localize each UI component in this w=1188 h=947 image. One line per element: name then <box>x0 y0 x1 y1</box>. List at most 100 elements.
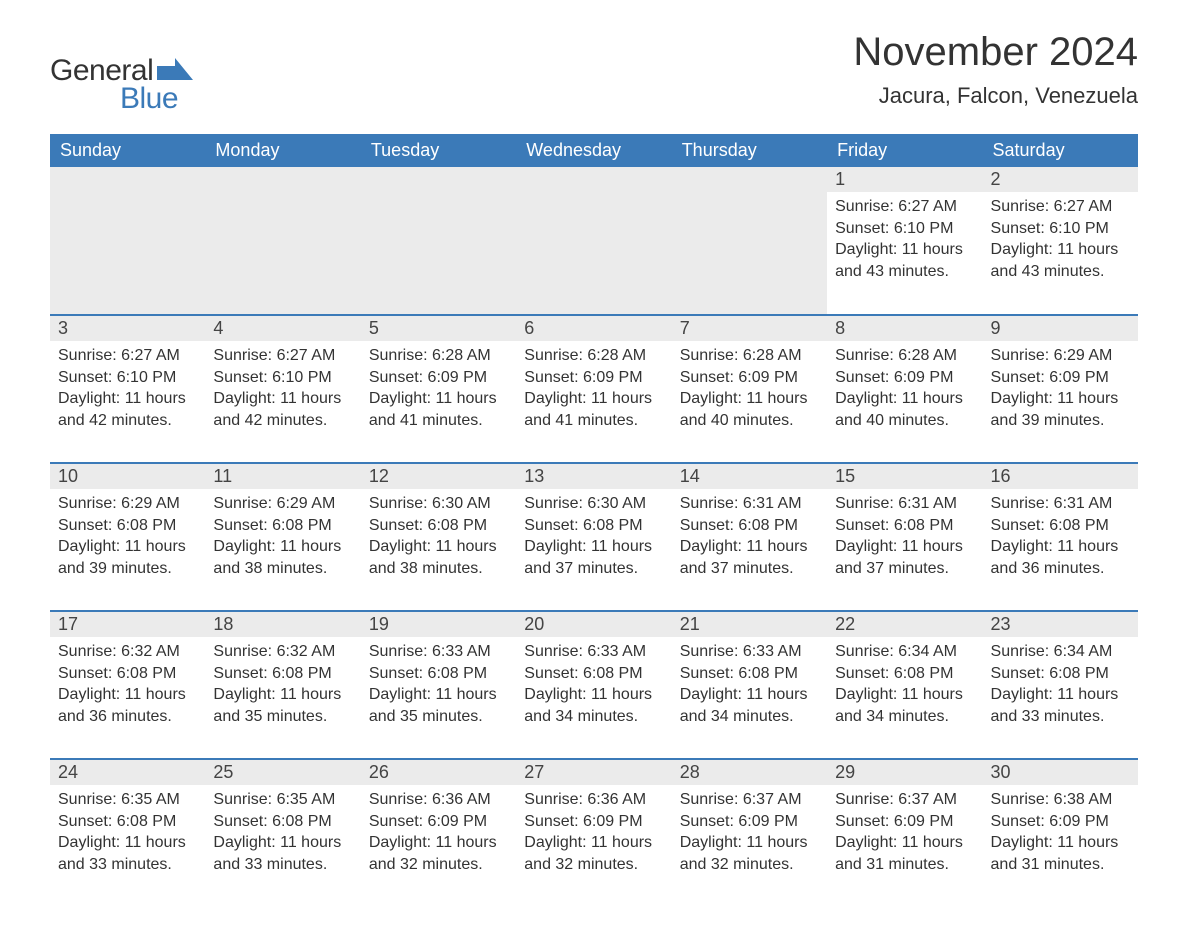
daylight-line: Daylight: 11 hours and 36 minutes. <box>58 684 197 727</box>
sunset-line: Sunset: 6:10 PM <box>835 218 974 240</box>
calendar-week-row: 1Sunrise: 6:27 AMSunset: 6:10 PMDaylight… <box>50 167 1138 315</box>
weekday-header: Tuesday <box>361 134 516 167</box>
daylight-line: Daylight: 11 hours and 33 minutes. <box>991 684 1130 727</box>
sunset-line: Sunset: 6:09 PM <box>369 811 508 833</box>
calendar-day-cell: 16Sunrise: 6:31 AMSunset: 6:08 PMDayligh… <box>983 463 1138 611</box>
calendar-week-row: 10Sunrise: 6:29 AMSunset: 6:08 PMDayligh… <box>50 463 1138 611</box>
daylight-line: Daylight: 11 hours and 41 minutes. <box>369 388 508 431</box>
sunrise-line: Sunrise: 6:33 AM <box>524 641 663 663</box>
daylight-line: Daylight: 11 hours and 33 minutes. <box>58 832 197 875</box>
calendar-day-cell: 21Sunrise: 6:33 AMSunset: 6:08 PMDayligh… <box>672 611 827 759</box>
day-number: 23 <box>983 612 1138 637</box>
daylight-line: Daylight: 11 hours and 32 minutes. <box>524 832 663 875</box>
weekday-header: Friday <box>827 134 982 167</box>
sunset-line: Sunset: 6:10 PM <box>213 367 352 389</box>
sunrise-line: Sunrise: 6:30 AM <box>524 493 663 515</box>
daylight-line: Daylight: 11 hours and 35 minutes. <box>213 684 352 727</box>
sunset-line: Sunset: 6:08 PM <box>991 663 1130 685</box>
daylight-line: Daylight: 11 hours and 39 minutes. <box>58 536 197 579</box>
day-details: Sunrise: 6:31 AMSunset: 6:08 PMDaylight:… <box>827 489 982 587</box>
calendar-day-cell: 30Sunrise: 6:38 AMSunset: 6:09 PMDayligh… <box>983 759 1138 907</box>
calendar-day-cell: 7Sunrise: 6:28 AMSunset: 6:09 PMDaylight… <box>672 315 827 463</box>
day-number: 3 <box>50 316 205 341</box>
sunrise-line: Sunrise: 6:29 AM <box>58 493 197 515</box>
weekday-header: Monday <box>205 134 360 167</box>
day-details: Sunrise: 6:35 AMSunset: 6:08 PMDaylight:… <box>50 785 205 883</box>
day-number: 6 <box>516 316 671 341</box>
sunrise-line: Sunrise: 6:31 AM <box>835 493 974 515</box>
calendar-day-cell <box>672 167 827 315</box>
day-details: Sunrise: 6:31 AMSunset: 6:08 PMDaylight:… <box>672 489 827 587</box>
sunset-line: Sunset: 6:09 PM <box>835 811 974 833</box>
daylight-line: Daylight: 11 hours and 37 minutes. <box>680 536 819 579</box>
daylight-line: Daylight: 11 hours and 40 minutes. <box>680 388 819 431</box>
day-details: Sunrise: 6:33 AMSunset: 6:08 PMDaylight:… <box>672 637 827 735</box>
calendar-day-cell: 20Sunrise: 6:33 AMSunset: 6:08 PMDayligh… <box>516 611 671 759</box>
sunrise-line: Sunrise: 6:37 AM <box>680 789 819 811</box>
day-details: Sunrise: 6:33 AMSunset: 6:08 PMDaylight:… <box>516 637 671 735</box>
daylight-line: Daylight: 11 hours and 41 minutes. <box>524 388 663 431</box>
daylight-line: Daylight: 11 hours and 38 minutes. <box>213 536 352 579</box>
daylight-line: Daylight: 11 hours and 43 minutes. <box>835 239 974 282</box>
sunset-line: Sunset: 6:08 PM <box>213 663 352 685</box>
calendar-day-cell: 1Sunrise: 6:27 AMSunset: 6:10 PMDaylight… <box>827 167 982 315</box>
sunrise-line: Sunrise: 6:34 AM <box>835 641 974 663</box>
sunrise-line: Sunrise: 6:33 AM <box>369 641 508 663</box>
day-details: Sunrise: 6:27 AMSunset: 6:10 PMDaylight:… <box>50 341 205 439</box>
calendar-day-cell: 15Sunrise: 6:31 AMSunset: 6:08 PMDayligh… <box>827 463 982 611</box>
sunset-line: Sunset: 6:08 PM <box>213 515 352 537</box>
day-number: 30 <box>983 760 1138 785</box>
sunrise-line: Sunrise: 6:29 AM <box>213 493 352 515</box>
day-number: 19 <box>361 612 516 637</box>
sunset-line: Sunset: 6:10 PM <box>991 218 1130 240</box>
sunrise-line: Sunrise: 6:27 AM <box>991 196 1130 218</box>
day-number: 20 <box>516 612 671 637</box>
calendar-day-cell: 9Sunrise: 6:29 AMSunset: 6:09 PMDaylight… <box>983 315 1138 463</box>
calendar-day-cell: 18 Sunrise: 6:32 AMSunset: 6:08 PMDayligh… <box>205 611 360 759</box>
daylight-line: Daylight: 11 hours and 36 minutes. <box>991 536 1130 579</box>
sunrise-line: Sunrise: 6:27 AM <box>213 345 352 367</box>
calendar-day-cell <box>205 167 360 315</box>
day-number: 11 <box>205 464 360 489</box>
day-number: 25 <box>205 760 360 785</box>
day-details: Sunrise: 6:27 AMSunset: 6:10 PMDaylight:… <box>205 341 360 439</box>
day-details: Sunrise: 6:33 AMSunset: 6:08 PMDaylight:… <box>361 637 516 735</box>
sunrise-line: Sunrise: 6:28 AM <box>369 345 508 367</box>
title-block: November 2024 Jacura, Falcon, Venezuela <box>853 30 1138 109</box>
calendar-day-cell <box>361 167 516 315</box>
day-number: 24 <box>50 760 205 785</box>
day-number: 2 <box>983 167 1138 192</box>
day-details: Sunrise: 6:28 AMSunset: 6:09 PMDaylight:… <box>672 341 827 439</box>
month-title: November 2024 <box>853 30 1138 75</box>
calendar-day-cell: 11Sunrise: 6:29 AMSunset: 6:08 PMDayligh… <box>205 463 360 611</box>
day-number: 17 <box>50 612 205 637</box>
sunset-line: Sunset: 6:08 PM <box>369 515 508 537</box>
sunset-line: Sunset: 6:09 PM <box>524 811 663 833</box>
calendar-week-row: 24Sunrise: 6:35 AMSunset: 6:08 PMDayligh… <box>50 759 1138 907</box>
location-subtitle: Jacura, Falcon, Venezuela <box>853 83 1138 109</box>
sunset-line: Sunset: 6:10 PM <box>58 367 197 389</box>
day-details: Sunrise: 6:30 AMSunset: 6:08 PMDaylight:… <box>361 489 516 587</box>
daylight-line: Daylight: 11 hours and 31 minutes. <box>991 832 1130 875</box>
daylight-line: Daylight: 11 hours and 42 minutes. <box>58 388 197 431</box>
weekday-header-row: Sunday Monday Tuesday Wednesday Thursday… <box>50 134 1138 167</box>
day-number: 16 <box>983 464 1138 489</box>
day-details: Sunrise: 6:29 AMSunset: 6:08 PMDaylight:… <box>205 489 360 587</box>
day-number: 18 <box>205 612 360 637</box>
sunset-line: Sunset: 6:08 PM <box>991 515 1130 537</box>
day-details: Sunrise: 6:36 AMSunset: 6:09 PMDaylight:… <box>516 785 671 883</box>
logo-flag-icon <box>157 58 193 85</box>
sunset-line: Sunset: 6:08 PM <box>369 663 508 685</box>
day-number: 1 <box>827 167 982 192</box>
calendar-day-cell: 8Sunrise: 6:28 AMSunset: 6:09 PMDaylight… <box>827 315 982 463</box>
sunset-line: Sunset: 6:09 PM <box>680 367 819 389</box>
day-number: 5 <box>361 316 516 341</box>
sunrise-line: Sunrise: 6:29 AM <box>991 345 1130 367</box>
sunset-line: Sunset: 6:08 PM <box>680 515 819 537</box>
day-details: Sunrise: 6:27 AMSunset: 6:10 PMDaylight:… <box>827 192 982 290</box>
sunrise-line: Sunrise: 6:33 AM <box>680 641 819 663</box>
weekday-header: Sunday <box>50 134 205 167</box>
calendar-table: Sunday Monday Tuesday Wednesday Thursday… <box>50 134 1138 907</box>
sunrise-line: Sunrise: 6:32 AM <box>213 641 352 663</box>
day-number: 26 <box>361 760 516 785</box>
